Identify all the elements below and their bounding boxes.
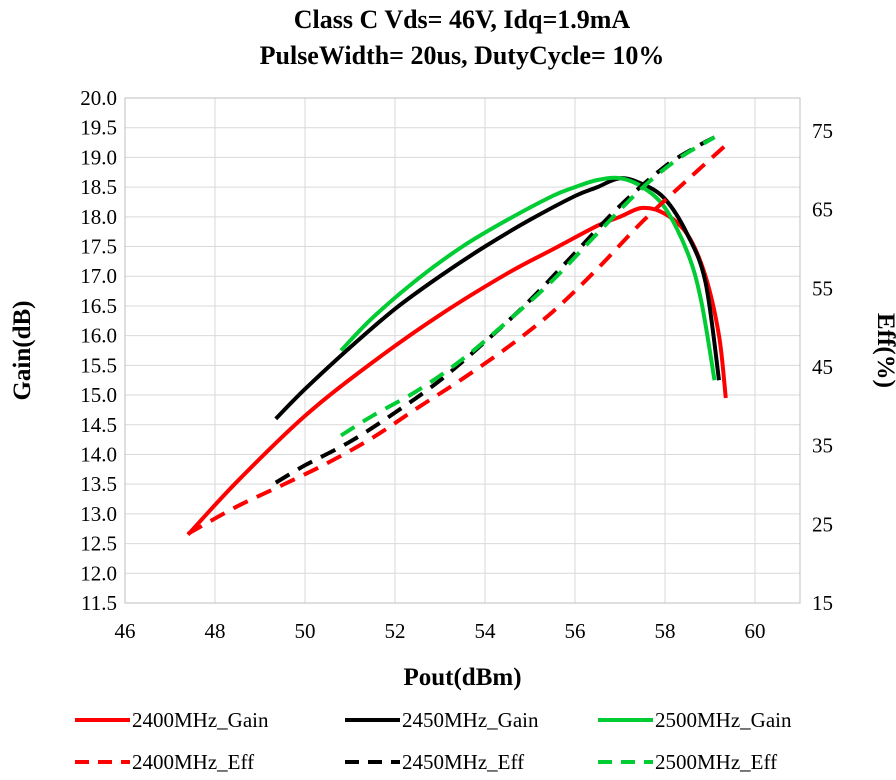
- chart-title-line-1: Class C Vds= 46V, Idq=1.9mA: [294, 5, 631, 34]
- x-tick-label: 56: [565, 619, 586, 643]
- y2-tick-label: 55: [812, 276, 833, 300]
- y-tick-label: 16.0: [80, 324, 117, 348]
- y-tick-label: 13.5: [80, 472, 117, 496]
- y-tick-label: 11.5: [81, 591, 117, 615]
- y-tick-label: 19.5: [80, 116, 117, 140]
- x-tick-label: 50: [295, 619, 316, 643]
- legend-label: 2450MHz_Eff: [402, 750, 524, 774]
- tick-labels: 46 48 50 52 54 56 58 60 11.5 12.0 12.5 13.0 13.5 14.0…: [80, 86, 833, 643]
- series-2500MHz_Gain: [339, 175, 717, 381]
- y2-tick-label: 25: [812, 512, 833, 536]
- legend-label: 2450MHz_Gain: [402, 708, 539, 732]
- series-2400MHz_Eff: [187, 143, 728, 536]
- y-tick-label: 19.0: [80, 145, 117, 169]
- x-tick-label: 52: [385, 619, 406, 643]
- y2-tick-label: 35: [812, 434, 833, 458]
- x-tick-label: 60: [745, 619, 766, 643]
- legend-label: 2400MHz_Gain: [132, 708, 269, 732]
- x-tick-label: 48: [205, 619, 226, 643]
- y-tick-label: 15.0: [80, 383, 117, 407]
- y-tick-label: 12.5: [80, 532, 117, 556]
- y-tick-label: 17.0: [80, 264, 117, 288]
- legend-label: 2500MHz_Eff: [655, 750, 777, 774]
- y-tick-label: 16.5: [80, 294, 117, 318]
- y2-tick-label: 65: [812, 198, 833, 222]
- y-tick-label: 14.0: [80, 442, 117, 466]
- series-2500MHz_Eff: [339, 135, 716, 438]
- y2-axis-label: Eff(%): [872, 313, 896, 388]
- y-tick-label: 18.0: [80, 205, 117, 229]
- y-axis-label: Gain(dB): [9, 300, 36, 400]
- y-tick-label: 20.0: [80, 86, 117, 110]
- y-tick-label: 14.5: [80, 413, 117, 437]
- legend: 2400MHz_Gain 2450MHz_Gain 2500MHz_Gain 2400…: [75, 708, 792, 774]
- y2-tick-label: 75: [812, 119, 833, 143]
- legend-label: 2500MHz_Gain: [655, 708, 792, 732]
- chart-title-line-2: PulseWidth= 20us, DutyCycle= 10%: [260, 41, 665, 70]
- plot-area-border: [124, 97, 801, 604]
- y-tick-label: 17.5: [80, 235, 117, 259]
- y2-tick-label: 45: [812, 355, 833, 379]
- y2-tick-label: 15: [812, 591, 833, 615]
- series-2450MHz_Gain: [274, 176, 721, 421]
- y-tick-label: 13.0: [80, 502, 117, 526]
- legend-label: 2400MHz_Eff: [132, 750, 254, 774]
- series-layer: [186, 133, 728, 537]
- x-axis-label: Pout(dBm): [403, 664, 521, 691]
- y-tick-label: 12.0: [80, 561, 117, 585]
- y-tick-label: 15.5: [80, 353, 117, 377]
- y-tick-label: 18.5: [80, 175, 117, 199]
- x-tick-label: 46: [115, 619, 136, 643]
- x-tick-label: 54: [475, 619, 497, 643]
- x-tick-label: 58: [655, 619, 676, 643]
